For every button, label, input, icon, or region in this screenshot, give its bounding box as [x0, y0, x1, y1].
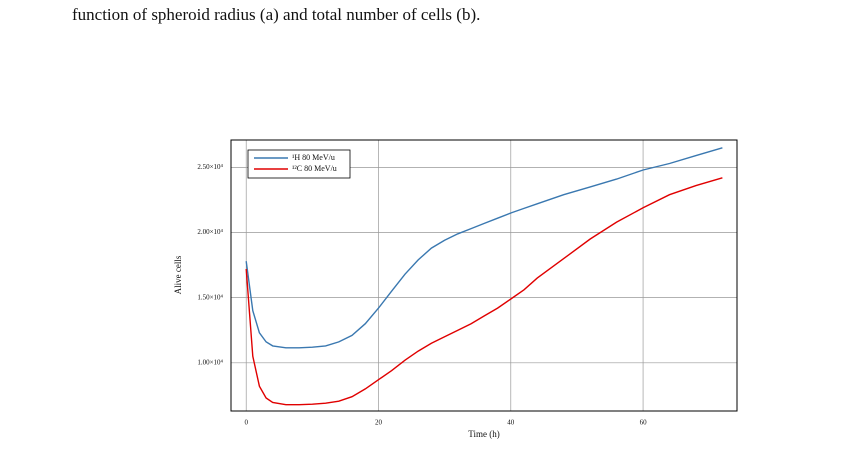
- y-tick-label: 1.50×10⁴: [197, 293, 223, 301]
- y-tick-label: 2.00×10⁴: [197, 228, 223, 236]
- plot-frame: [230, 139, 738, 412]
- y-axis-label: Alive cells: [173, 255, 183, 294]
- y-tick-label: 2.50×10⁴: [197, 163, 223, 171]
- x-axis-label: Time (h): [468, 429, 499, 439]
- legend-box: [247, 149, 351, 179]
- series-line: [245, 147, 723, 349]
- caption: function of spheroid radius (a) and tota…: [72, 5, 480, 24]
- x-tick-label: 20: [375, 419, 383, 427]
- x-tick-label: 40: [507, 419, 515, 427]
- x-tick-label: 0: [244, 419, 248, 427]
- y-tick-label: 1.00×10⁴: [197, 358, 223, 366]
- legend-label: ¹²C 80 MeV/u: [292, 164, 337, 173]
- x-tick-label: 60: [640, 419, 648, 427]
- legend-label: ¹H 80 MeV/u: [292, 153, 335, 162]
- series-line: [245, 177, 723, 406]
